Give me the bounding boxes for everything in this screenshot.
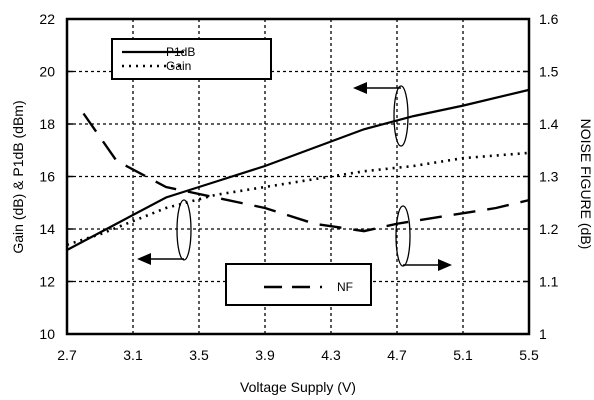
y-left-tick-label: 20 (39, 64, 55, 80)
legend-label-p1db: P1dB (166, 45, 195, 59)
tick-labels: 2.7 3.1 3.5 3.9 4.3 4.7 5.1 5.5 10 12 14 16 18 20 22 1 1… (39, 11, 558, 363)
y-right-tick-label: 1 (539, 326, 547, 342)
y-left-tick-label: 22 (39, 11, 55, 27)
x-tick-label: 3.5 (189, 347, 209, 363)
annotation-ellipse (176, 199, 192, 261)
x-tick-label: 3.9 (255, 347, 275, 363)
x-tick-label: 5.5 (519, 347, 539, 363)
y-left-tick-label: 14 (39, 221, 55, 237)
annotations (137, 82, 452, 271)
legend-label-nf: NF (337, 280, 353, 294)
annotation-left-axis-upper (353, 82, 409, 147)
series-line-nf (82, 112, 530, 233)
y-right-tick-label: 1.5 (539, 64, 559, 80)
y-right-tick-label: 1.4 (539, 116, 559, 132)
x-axis-label: Voltage Supply (V) (240, 379, 356, 395)
legend-box (111, 38, 272, 80)
y-left-tick-label: 18 (39, 116, 55, 132)
arrow-head (353, 82, 367, 94)
y-left-tick-label: 10 (39, 326, 55, 342)
series-line-p1db (66, 88, 530, 251)
annotation-ellipse (395, 205, 411, 267)
x-tick-label: 4.3 (321, 347, 341, 363)
y-right-tick-label: 1.1 (539, 274, 559, 290)
x-tick-label: 5.1 (453, 347, 473, 363)
y-left-tick-label: 12 (39, 274, 55, 290)
y-right-tick-label: 1.2 (539, 221, 559, 237)
y-right-tick-label: 1.6 (539, 11, 559, 27)
annotation-left-axis-lower (137, 199, 192, 265)
y-axis-left-label: Gain (dB) & P1dB (dBm) (10, 100, 26, 253)
legend-box (225, 263, 372, 306)
annotation-right-axis (395, 205, 452, 271)
arrow-head (137, 253, 151, 265)
x-tick-label: 3.1 (123, 347, 143, 363)
series-line-gain (66, 151, 530, 246)
series-lines (66, 88, 530, 251)
y-axis-right-label: NOISE FIGURE (dB) (578, 119, 594, 250)
x-tick-label: 4.7 (387, 347, 407, 363)
x-tick-label: 2.7 (57, 347, 77, 363)
legend-lower: NF (225, 263, 372, 306)
arrow-head (438, 259, 452, 271)
annotation-ellipse (393, 85, 409, 147)
y-right-tick-label: 1.3 (539, 169, 559, 185)
legend-label-gain: Gain (166, 59, 191, 73)
y-left-tick-label: 16 (39, 169, 55, 185)
